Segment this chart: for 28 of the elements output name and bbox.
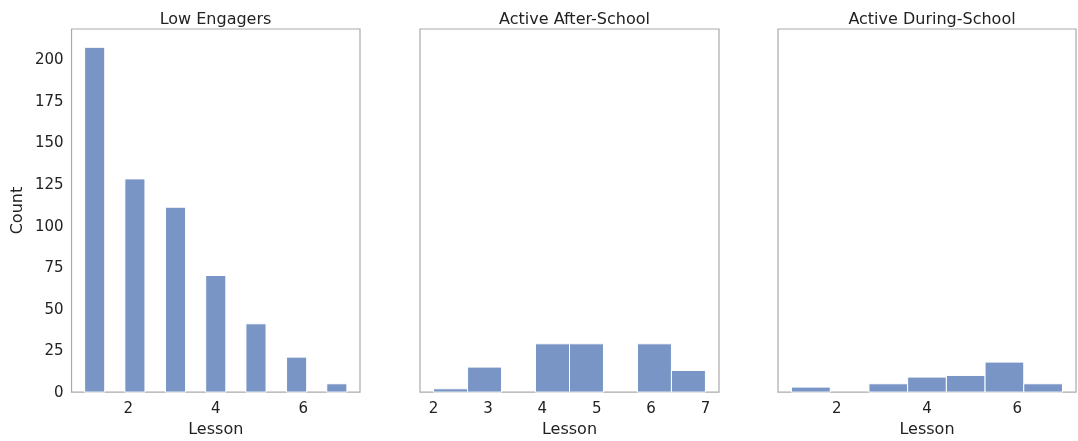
y-tick-label: 200 xyxy=(34,49,64,68)
x-tick-label: 6 xyxy=(298,398,308,417)
x-tick-label: 5 xyxy=(591,398,602,417)
chart-title: Active After-School xyxy=(499,8,650,28)
x-tick-label: 2 xyxy=(831,398,842,417)
x-tick-label: 2 xyxy=(428,398,439,417)
x-tick-label: 6 xyxy=(646,398,656,417)
y-tick-label: 100 xyxy=(34,216,64,235)
x-tick-label: 2 xyxy=(123,398,134,417)
y-axis-title: Count xyxy=(6,186,26,235)
y-tick-label: 150 xyxy=(34,133,64,152)
x-tick-label: 7 xyxy=(700,398,711,417)
x-axis-title: Lesson xyxy=(541,418,598,438)
x-tick-label: 4 xyxy=(537,398,548,417)
x-tick-label: 4 xyxy=(922,398,932,417)
chart-title: Low Engagers xyxy=(159,8,272,28)
y-tick-label: 75 xyxy=(44,258,64,277)
y-tick-label: 0 xyxy=(53,383,64,402)
y-tick-label: 125 xyxy=(34,174,64,193)
y-tick-label: 175 xyxy=(34,91,64,110)
x-axis-title: Lesson xyxy=(899,418,955,438)
y-tick-label: 25 xyxy=(44,341,64,360)
x-axis-title: Lesson xyxy=(188,418,244,438)
x-tick-label: 6 xyxy=(1012,398,1023,417)
y-tick-label: 50 xyxy=(44,299,64,318)
x-tick-label: 4 xyxy=(210,398,221,417)
x-tick-label: 3 xyxy=(483,398,493,417)
chart-title: Active During-School xyxy=(848,8,1016,28)
